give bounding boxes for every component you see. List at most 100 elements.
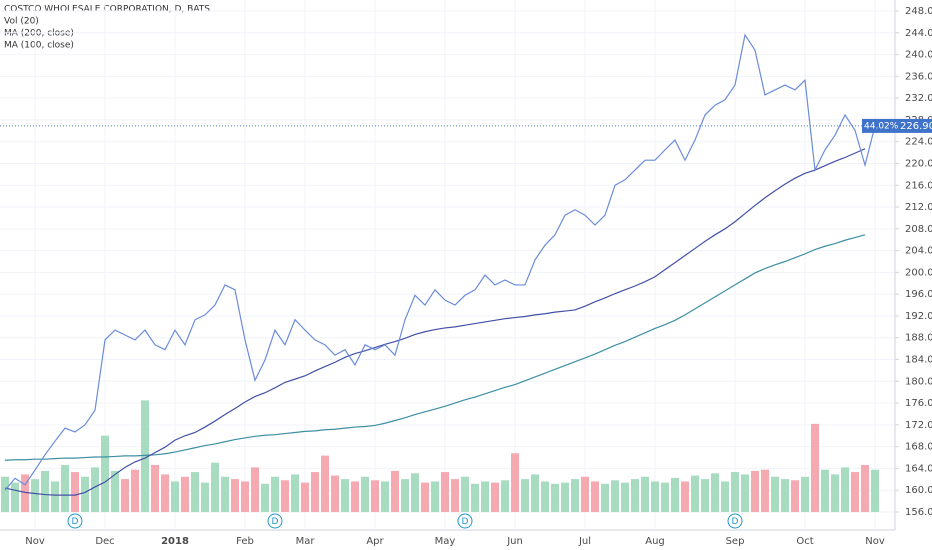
last-change-label: 44.02% <box>864 121 899 131</box>
volume-bar <box>401 479 409 512</box>
volume-bar <box>91 467 99 512</box>
y-tick-label: 192.00 <box>905 311 932 322</box>
volume-bar <box>251 467 259 512</box>
volume-bar <box>451 479 459 512</box>
volume-bar <box>291 474 299 512</box>
volume-bar <box>81 476 89 512</box>
y-tick-label: 176.00 <box>905 398 932 409</box>
dividend-label: D <box>732 517 739 527</box>
y-tick-label: 224.00 <box>905 137 932 148</box>
dividend-marker <box>457 513 473 529</box>
y-tick-label: 248.00 <box>905 6 932 17</box>
y-tick-label: 196.00 <box>905 289 932 300</box>
y-tick-label: 236.00 <box>905 71 932 82</box>
volume-bar <box>221 476 229 512</box>
x-tick-label: Oct <box>796 536 813 547</box>
y-tick-label: 220.00 <box>905 158 932 169</box>
volume-bar <box>261 483 269 512</box>
y-tick-label: 244.00 <box>905 28 932 39</box>
volume-bar <box>831 474 839 512</box>
volume-bar <box>521 479 529 512</box>
price-line <box>4 33 876 491</box>
lines <box>4 33 876 496</box>
volume-bar <box>331 475 339 512</box>
volume-bar <box>571 479 579 512</box>
volume-bar <box>371 480 379 512</box>
volume-bar <box>61 465 69 512</box>
volume-bar <box>361 476 369 512</box>
volume-bar <box>531 474 539 512</box>
volume-bar <box>161 474 169 512</box>
y-tick-label: 180.00 <box>905 376 932 387</box>
x-tick-label: Mar <box>296 536 316 547</box>
volume-bar <box>791 480 799 512</box>
x-tick-label: Jul <box>578 536 591 547</box>
last-price-box <box>862 118 932 133</box>
volume-bar <box>281 480 289 512</box>
volume-bar <box>431 481 439 512</box>
volume-bar <box>351 481 359 512</box>
volume-bar <box>811 423 819 512</box>
dividend-marker <box>67 513 83 529</box>
dividend-label: D <box>462 517 469 527</box>
volume-bar <box>241 481 249 512</box>
volume-bar <box>841 467 849 512</box>
y-tick-label: 172.00 <box>905 420 932 431</box>
volume-bar <box>631 479 639 512</box>
volume-bar <box>131 469 139 512</box>
volume-bar <box>111 470 119 512</box>
y-tick-label: 164.00 <box>905 463 932 474</box>
volume-bar <box>501 480 509 512</box>
volume-bar <box>561 482 569 512</box>
volume-bar <box>191 472 199 512</box>
y-tick-label: 208.00 <box>905 224 932 235</box>
volume-bar <box>661 482 669 512</box>
last-price-label: 226.90 <box>900 121 932 132</box>
x-tick-label: Apr <box>366 536 384 547</box>
volume-bar <box>861 465 869 512</box>
y-tick-label: 212.00 <box>905 202 932 213</box>
volume-bar <box>21 474 29 512</box>
volume-bar <box>511 453 519 512</box>
y-tick-label: 184.00 <box>905 355 932 366</box>
volume-bar <box>741 474 749 512</box>
volume-bar <box>461 476 469 512</box>
volume-bar <box>701 479 709 512</box>
volume-bar <box>381 481 389 512</box>
dividend-marker <box>727 513 743 529</box>
volume-bar <box>711 473 719 512</box>
volume-bar <box>781 479 789 512</box>
x-tick-label: Jun <box>506 536 523 547</box>
y-tick-label: 240.00 <box>905 50 932 61</box>
y-tick-label: 232.00 <box>905 93 932 104</box>
volume-bar <box>31 479 39 512</box>
volume-bar <box>551 483 559 512</box>
volume-bar <box>651 481 659 512</box>
volume-bar <box>341 479 349 512</box>
volume-bar <box>481 481 489 512</box>
x-tick-label: May <box>435 536 456 547</box>
y-tick-label: 188.00 <box>905 333 932 344</box>
y-tick-label: 204.00 <box>905 246 932 257</box>
y-tick-label: 168.00 <box>905 442 932 453</box>
x-tick-label: 2018 <box>161 536 189 547</box>
grid <box>0 0 895 530</box>
volume-bar <box>871 469 879 512</box>
y-tick-label: 200.00 <box>905 267 932 278</box>
x-tick-label: Dec <box>95 536 114 547</box>
volume-bar <box>851 472 859 512</box>
volume-bar <box>11 482 19 512</box>
x-tick-label: Nov <box>865 536 885 547</box>
legend-ma200: MA (200, close) <box>4 29 74 39</box>
volume-bar <box>681 481 689 512</box>
volume-bar <box>411 473 419 512</box>
volume-bar <box>611 480 619 512</box>
volume-bar <box>311 472 319 512</box>
volume-bar <box>121 479 129 512</box>
volume-bar <box>271 476 279 512</box>
legend-ma100: MA (100, close) <box>4 41 74 51</box>
x-tick-label: Aug <box>645 536 665 547</box>
volume-bar <box>801 476 809 512</box>
volume-bar <box>391 470 399 512</box>
